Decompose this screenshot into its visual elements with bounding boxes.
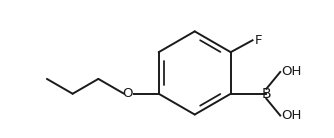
Text: O: O — [123, 87, 133, 100]
Text: OH: OH — [281, 109, 302, 122]
Text: B: B — [262, 87, 271, 101]
Text: F: F — [255, 34, 262, 47]
Text: OH: OH — [281, 65, 302, 79]
